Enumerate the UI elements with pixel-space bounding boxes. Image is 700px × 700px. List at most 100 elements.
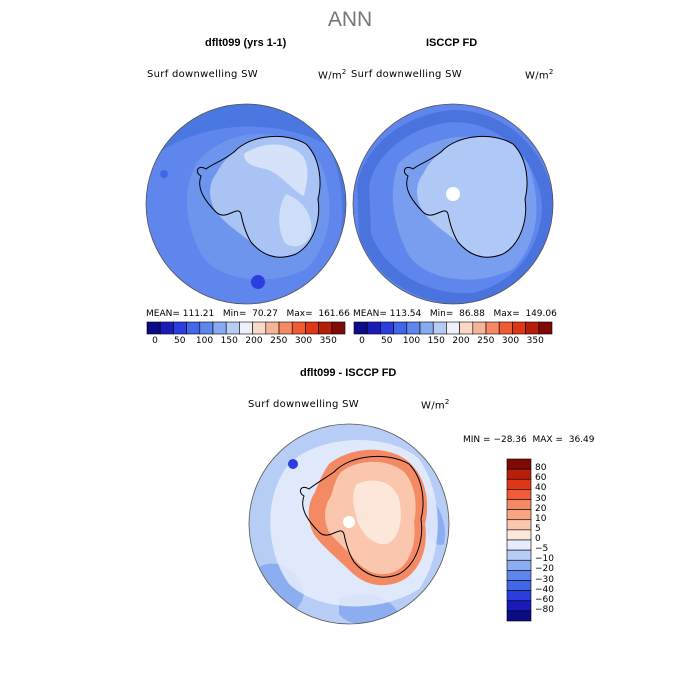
panel2-colorbar-swatch xyxy=(366,321,381,335)
panel1-colorbar-labels: 0 50 100 150 200 250 300 350 xyxy=(147,336,345,348)
panel2-colorbar-swatch xyxy=(446,321,460,335)
panel1-colorbar-swatch xyxy=(173,321,187,335)
panel1-east-plateau xyxy=(279,194,312,247)
panel3-colorbar-swatch xyxy=(506,509,532,521)
panel2-colorbar-tick-label: 250 xyxy=(477,336,495,346)
panel3-colorbar-tick-label: −40 xyxy=(535,584,554,595)
panel2-mean: 113.54 xyxy=(389,309,422,319)
panel3-colorbar-tick-label: 40 xyxy=(535,483,547,494)
panel1-colorbar-swatch xyxy=(239,321,253,335)
panel3-colorbar-tick-label: −80 xyxy=(535,604,554,615)
panel2-dark-ring xyxy=(356,109,553,304)
panel2-colorbar xyxy=(353,321,553,335)
panel1-colorbar-swatch xyxy=(199,321,214,335)
panel2-colorbar-tick-label: 0 xyxy=(359,336,365,346)
panel1-colorbar-tick-label: 150 xyxy=(220,336,238,346)
panel2-colorbar-swatch xyxy=(538,321,553,335)
panel3-colorbar-swatch xyxy=(506,529,532,541)
panel3-dark-patch xyxy=(288,459,298,469)
panel1-dark-patch xyxy=(251,275,265,289)
panel3-min: −28.36 xyxy=(493,435,527,445)
panel1-polar-map xyxy=(145,103,347,305)
panel2-polar-map xyxy=(352,103,554,305)
panel2-colorbar-swatch xyxy=(472,321,487,335)
panel3-colorbar-swatch xyxy=(506,478,532,490)
panel1-border xyxy=(145,103,347,305)
panel3-minmax: MIN = −28.36 MAX = 36.49 xyxy=(463,435,595,445)
panel3-colorbar-swatch xyxy=(506,580,532,591)
panel2-pole-hole xyxy=(446,187,460,201)
panel1-colorbar-swatch xyxy=(252,321,267,335)
panel1-colorbar-swatch xyxy=(318,321,333,335)
panel2-colorbar-tick-label: 150 xyxy=(427,336,445,346)
panel3-max: 36.49 xyxy=(568,435,595,445)
panel3-colorbar-tick-label: −10 xyxy=(535,554,554,565)
panel3-colorbar-swatch xyxy=(506,570,532,581)
panel3-colorbar-tick-label: −20 xyxy=(535,564,554,575)
panel2-coastline xyxy=(403,135,528,258)
panel2-variable-label: Surf downwelling SW xyxy=(351,69,462,80)
panel2-stats: MEAN= 113.54 Min= 86.88 Max= 149.06 xyxy=(353,309,557,319)
panel2-colorbar-tick-label: 100 xyxy=(402,336,421,346)
panel3-colorbar-labels: 80 60 40 30 20 10 5 0 −5 −10 −20 −30 −40 −60 −80 xyxy=(535,459,575,621)
panel1-coastline xyxy=(196,135,321,258)
panel2-units-label: W/m2 xyxy=(525,68,554,82)
panel1-colorbar-swatch xyxy=(305,321,319,335)
panel2-min: 86.88 xyxy=(459,309,485,319)
panel3-title: dflt099 - ISCCP FD xyxy=(300,367,397,379)
panel1-stats: MEAN= 111.21 Min= 70.27 Max= 161.66 xyxy=(146,309,350,319)
panel2-colorbar-tick-label: 200 xyxy=(452,336,470,346)
panel3-colorbar-tick-label: −5 xyxy=(535,544,549,555)
panel2-border xyxy=(352,103,554,305)
panel3-colorbar-tick-label: 5 xyxy=(535,523,541,534)
panel3-colorbar-swatch xyxy=(506,458,532,470)
panel3-colorbar-tick-label: −60 xyxy=(535,594,554,605)
panel2-colorbar-swatch xyxy=(406,321,421,335)
panel3-colorbar-swatch xyxy=(506,539,532,551)
panel2-colorbar-swatch xyxy=(512,321,526,335)
panel2-colorbar-swatch xyxy=(393,321,408,335)
panel1-title: dflt099 (yrs 1-1) xyxy=(205,37,287,49)
panel3-colorbar-swatch xyxy=(506,590,532,602)
panel2-colorbar-swatch xyxy=(419,321,434,335)
panel3-colorbar-tick-label: 0 xyxy=(535,534,541,544)
panel3-colorbar-swatch xyxy=(506,519,532,531)
panel1-colorbar xyxy=(146,321,346,335)
panel2-colorbar-tick-label: 350 xyxy=(526,336,544,346)
panel3-colorbar-tick-label: −30 xyxy=(535,574,554,585)
panel2-colorbar-swatch xyxy=(498,321,513,335)
panel3-border xyxy=(248,423,450,625)
panel3-colorbar-tick-label: 60 xyxy=(535,473,547,484)
panel2-title: ISCCP FD xyxy=(426,37,478,49)
panel1-colorbar-swatch xyxy=(146,321,161,335)
panel1-colorbar-tick-label: 0 xyxy=(152,336,158,346)
panel1-colorbar-tick-label: 250 xyxy=(270,336,288,346)
panel3-polar-map xyxy=(248,423,450,625)
panel2-colorbar-labels: 0 50 100 150 200 250 300 350 xyxy=(354,336,552,348)
panel1-mean: 111.21 xyxy=(182,309,215,319)
panel3-colorbar-tick-label: 10 xyxy=(535,513,547,524)
panel1-colorbar-tick-label: 200 xyxy=(245,336,263,346)
panel2-colorbar-swatch xyxy=(353,321,368,335)
panel2-colorbar-swatch xyxy=(459,321,474,335)
panel2-colorbar-swatch xyxy=(485,321,500,335)
panel2-max: 149.06 xyxy=(525,309,557,319)
panel3-pole-hole xyxy=(343,516,355,528)
panel1-max: 161.66 xyxy=(318,309,350,319)
panel3-colorbar-tick-label: 20 xyxy=(535,503,547,514)
panel3-colorbar-swatch xyxy=(506,489,532,500)
panel1-variable-label: Surf downwelling SW xyxy=(147,69,258,80)
panel1-colorbar-swatch xyxy=(212,321,227,335)
panel1-colorbar-swatch xyxy=(265,321,280,335)
panel3-colorbar xyxy=(506,458,532,622)
panel1-colorbar-tick-label: 50 xyxy=(174,336,186,346)
panel3-colorbar-swatch xyxy=(506,600,532,612)
panel3-colorbar-swatch xyxy=(506,549,532,561)
panel3-colorbar-tick-label: 30 xyxy=(535,493,547,504)
panel3-colorbar-swatch xyxy=(506,559,532,571)
panel1-dark-patch-2 xyxy=(160,170,168,178)
page-title: ANN xyxy=(327,8,373,31)
panel2-colorbar-swatch xyxy=(525,321,540,335)
panel3-colorbar-swatch xyxy=(506,468,532,480)
panel1-colorbar-swatch xyxy=(331,321,346,335)
